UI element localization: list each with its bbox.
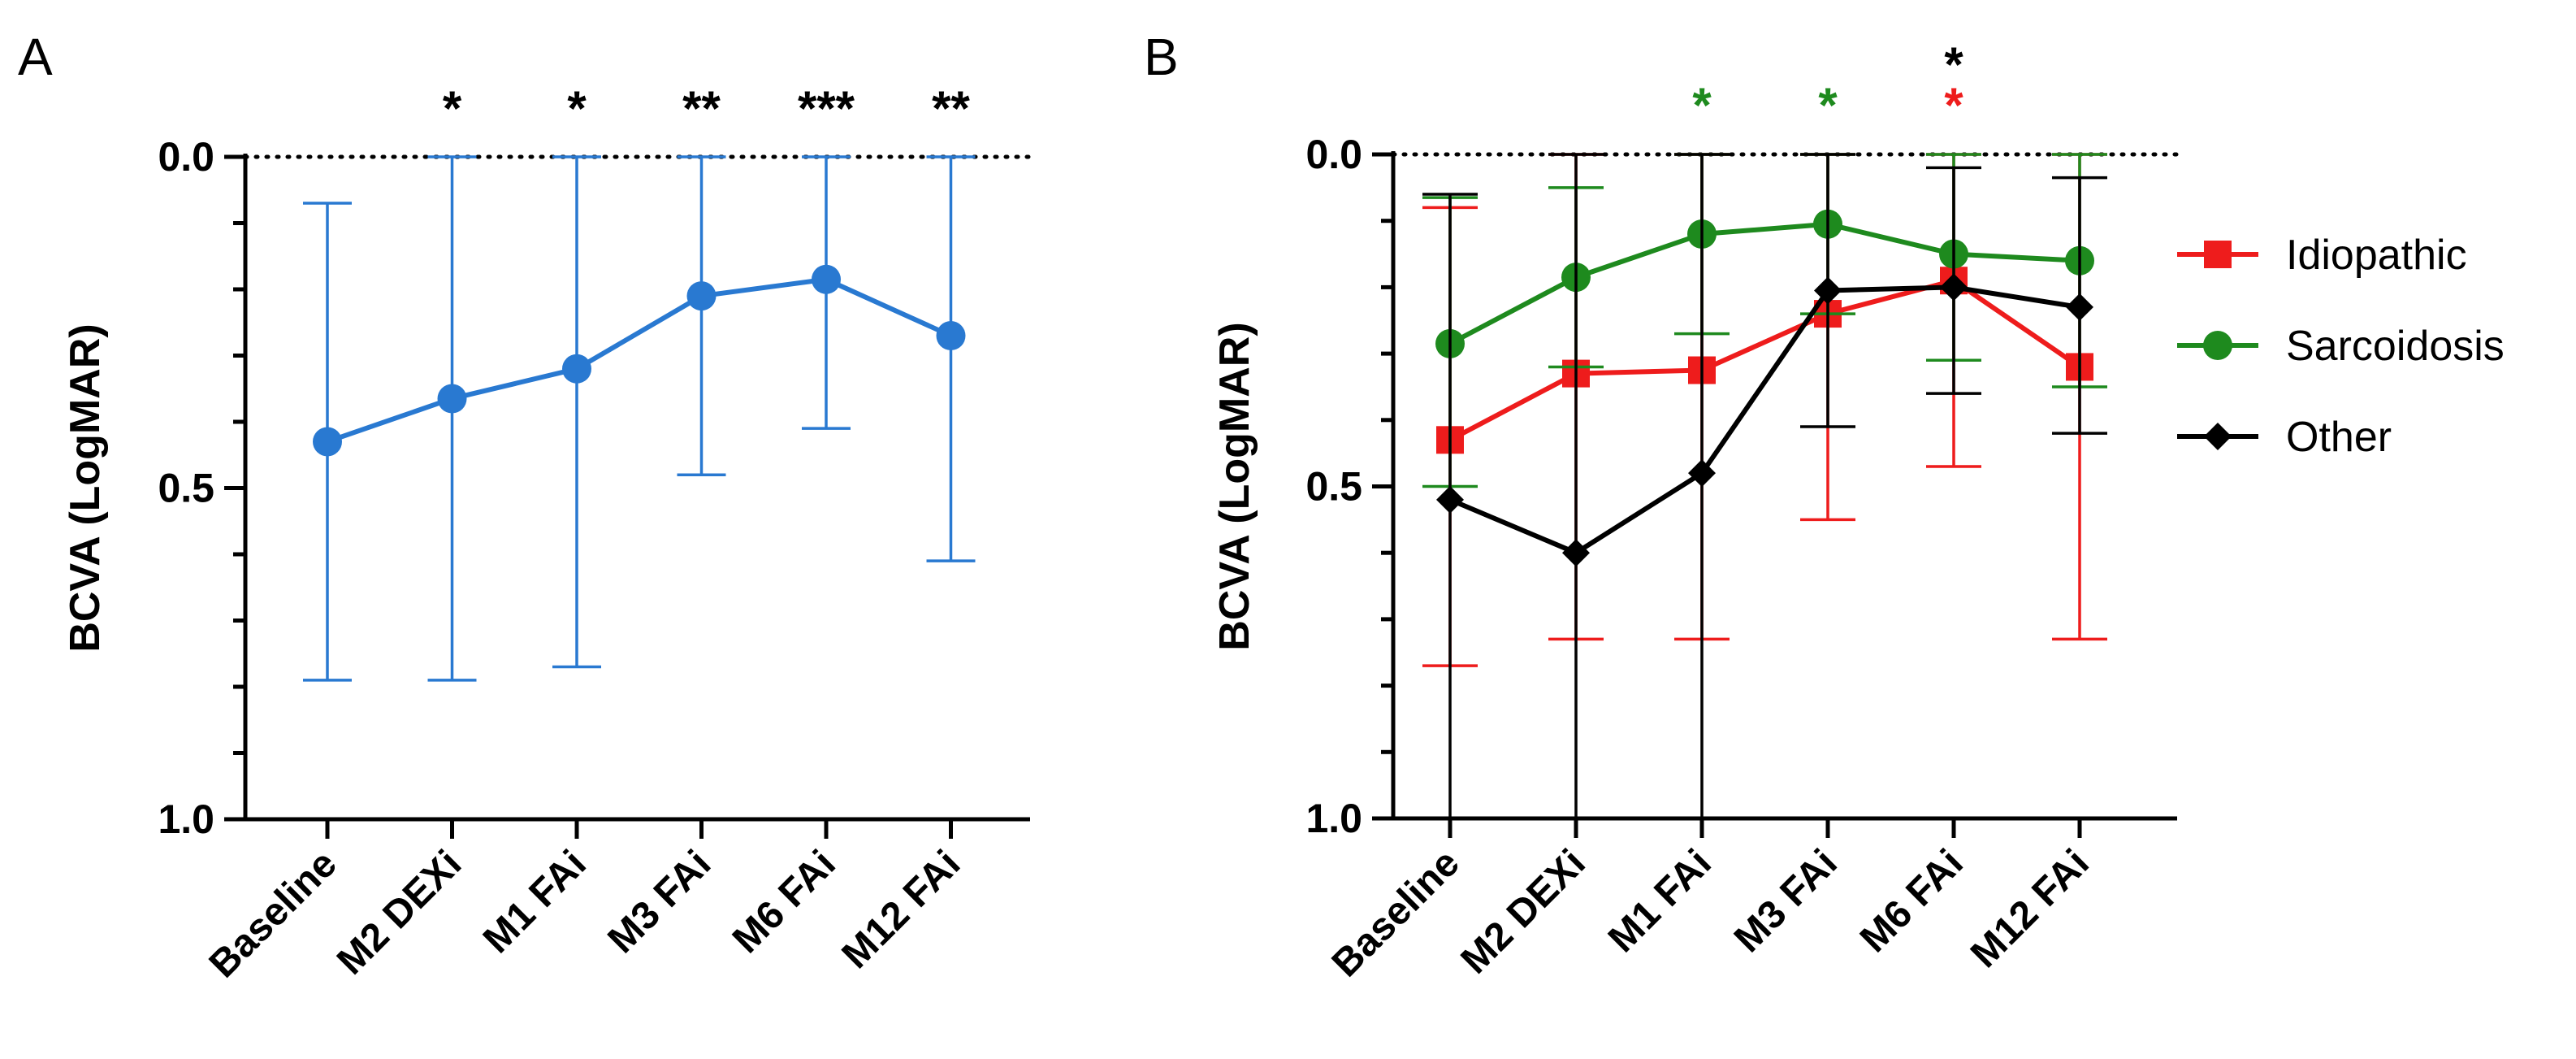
legend-marker <box>2204 241 2232 268</box>
data-point <box>2066 293 2093 321</box>
panel-label: B <box>1144 28 1179 86</box>
legend-label: Other <box>2286 414 2392 461</box>
significance-mark: * <box>1944 78 1963 132</box>
x-tick-label: M2 DEXi <box>329 842 470 983</box>
data-point <box>562 354 591 384</box>
y-tick-label: 0.0 <box>158 134 214 180</box>
significance-mark: ** <box>682 81 721 136</box>
panel-label: A <box>18 28 53 86</box>
x-tick-label: M12 FAi <box>834 842 969 977</box>
legend-marker <box>2203 331 2232 360</box>
data-point <box>1814 276 1842 305</box>
data-point <box>313 427 342 457</box>
series-line <box>1448 284 2080 556</box>
legend: Idiopathic Sarcoidosis Other <box>2177 232 2505 461</box>
data-point <box>686 281 717 311</box>
data-point <box>1562 539 1590 567</box>
series-line <box>1448 221 2080 346</box>
y-tick-label: 0.0 <box>1305 132 1362 177</box>
x-tick-label: M12 FAi <box>1963 841 2098 976</box>
significance-mark: * <box>443 81 462 136</box>
legend-marker <box>2204 423 2232 450</box>
x-tick-label: Baseline <box>201 842 345 986</box>
significance-mark: * <box>1818 78 1838 132</box>
x-tick-label: Baseline <box>1324 841 1468 985</box>
y-tick-label: 1.0 <box>1305 796 1362 841</box>
data-point <box>1940 273 1968 302</box>
legend-item-other: Other <box>2177 414 2392 461</box>
series-line <box>327 276 952 445</box>
x-tick-label: M3 FAi <box>1726 841 1846 961</box>
x-tick-label: M2 DEXi <box>1453 841 1594 982</box>
significance-mark: * <box>567 81 587 136</box>
data-point <box>936 321 966 351</box>
series-line <box>1448 278 2081 442</box>
y-tick-label: 1.0 <box>158 796 214 842</box>
legend-label: Idiopathic <box>2286 232 2467 279</box>
legend-item-idiopathic: Idiopathic <box>2177 232 2467 279</box>
x-tick-label: M1 FAi <box>475 842 595 961</box>
y-axis-title: BCVA (LogMAR) <box>62 323 109 652</box>
x-tick-label: M6 FAi <box>725 842 844 961</box>
x-tick-label: M1 FAi <box>1600 841 1720 961</box>
data-point <box>1688 459 1716 488</box>
series-other <box>1422 153 2107 820</box>
x-tick-label: M3 FAi <box>600 842 719 961</box>
data-point <box>1436 485 1464 514</box>
data-point <box>437 384 467 414</box>
legend-item-sarcoidosis: Sarcoidosis <box>2177 323 2505 370</box>
significance-mark: * <box>1692 78 1712 132</box>
data-point <box>812 264 841 294</box>
y-tick-label: 0.5 <box>1305 464 1362 510</box>
series-sarcoidosis <box>1422 153 2107 488</box>
significance-mark: *** <box>798 81 855 136</box>
significance-mark: * <box>1944 37 1963 92</box>
y-axis-title: BCVA (LogMAR) <box>1211 322 1258 650</box>
y-tick-label: 0.5 <box>158 466 214 511</box>
significance-mark: ** <box>932 81 970 136</box>
series-all <box>303 155 976 682</box>
x-tick-label: M6 FAi <box>1852 841 1972 961</box>
legend-label: Sarcoidosis <box>2286 323 2505 370</box>
